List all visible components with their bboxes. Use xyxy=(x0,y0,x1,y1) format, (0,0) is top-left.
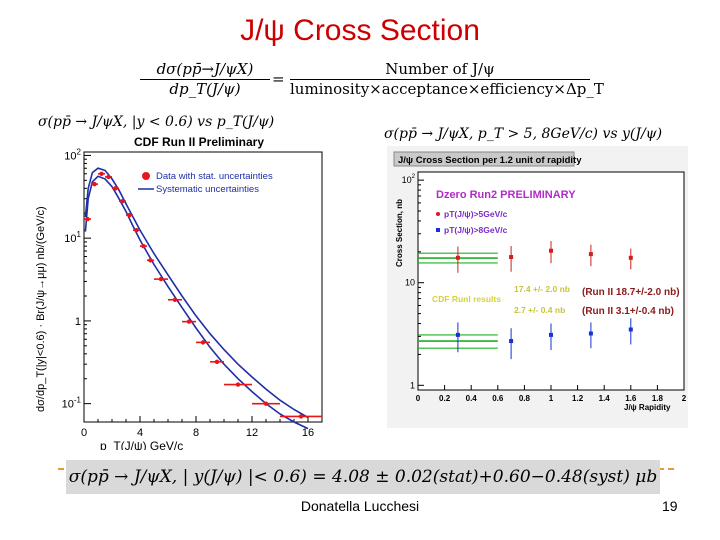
rapidity-point xyxy=(549,332,553,337)
right-x-tick-label: 2 xyxy=(682,394,687,403)
data-point xyxy=(148,258,153,263)
cdf-low-value: 2.7 +/- 0.4 nb xyxy=(514,305,565,315)
right-x-tick-label: 0.6 xyxy=(492,394,504,403)
left-x-tick-label: 16 xyxy=(302,427,314,439)
left-x-tick-label: 8 xyxy=(193,427,199,439)
data-point xyxy=(235,382,241,387)
data-point xyxy=(127,212,132,218)
data-point xyxy=(158,276,164,282)
cdf-runi-label: CDF RunI results xyxy=(432,294,501,304)
data-point xyxy=(200,340,206,345)
right-y-axis-label: Cross Section, nb xyxy=(395,199,404,267)
run2-low-value: (Run II 3.1+/-0.4 nb) xyxy=(582,306,674,317)
left-plot-frame xyxy=(83,151,323,423)
right-x-axis-label: J/ψ Rapidity xyxy=(624,403,671,412)
systematic-band-lower xyxy=(84,175,309,430)
cdf-high-value: 17.4 +/- 2.0 nb xyxy=(514,284,570,294)
right-plot-title: J/ψ Cross Section per 1.2 unit of rapidi… xyxy=(398,155,582,166)
cross-section-formula: dσ(pp̄→J/ψX) dp_T(J/ψ) = Number of J/ψ l… xyxy=(140,60,604,102)
dzero-preliminary-label: Dzero Run2 PRELIMINARY xyxy=(436,189,576,201)
legend-pt8-marker xyxy=(436,228,440,232)
data-point xyxy=(186,319,192,324)
rapidity-point xyxy=(628,255,633,260)
data-point xyxy=(120,198,125,204)
slide-title: J/ψ Cross Section xyxy=(240,14,480,47)
right-x-tick-label: 0.8 xyxy=(519,394,531,403)
formula-rhs-numerator: Number of J/ψ xyxy=(290,60,590,80)
left-x-tick-label: 0 xyxy=(81,427,87,439)
result-formula: σ(pp̄ → J/ψX, | y(J/ψ) |< 0.6) = 4.08 ± … xyxy=(66,460,660,494)
left-y-axis-label: dσ/dp_T(|y|<0.6) · Br(J/ψ→μμ) nb/(GeV/c) xyxy=(35,206,47,412)
left-plot-title: CDF Run II Preliminary xyxy=(134,135,264,149)
left-plot-caption: σ(pp̄ → J/ψX, |y < 0.6) vs p_T(J/ψ) xyxy=(38,114,275,130)
legend-pt5-marker xyxy=(436,212,440,216)
formula-rhs: Number of J/ψ luminosity×acceptance×effi… xyxy=(290,60,604,98)
formula-lhs-denominator: dp_T(J/ψ) xyxy=(169,80,241,98)
data-point xyxy=(85,216,90,222)
left-x-axis-label: p_T(J/ψ) GeV/c xyxy=(100,439,183,450)
left-x-tick-label: 4 xyxy=(137,427,143,439)
systematic-band-upper xyxy=(84,167,309,419)
data-point xyxy=(106,174,111,180)
right-y-tick-label: 1 xyxy=(410,380,415,390)
left-y-tick-label: 102 xyxy=(64,147,81,162)
rapidity-point xyxy=(549,248,553,253)
left-y-tick-label: 1 xyxy=(75,316,81,328)
formula-equals: = xyxy=(272,70,285,88)
dzero-rapidity-chart: J/ψ Cross Section per 1.2 unit of rapidi… xyxy=(393,151,687,412)
left-y-tick-label: 10-1 xyxy=(62,396,82,411)
legend-data-label: Data with stat. uncertainties xyxy=(156,171,273,182)
page-number: 19 xyxy=(662,498,678,514)
data-point xyxy=(92,181,97,187)
formula-rhs-denominator: luminosity×acceptance×efficiency×Δp_T xyxy=(290,80,604,98)
right-x-tick-label: 1.6 xyxy=(625,394,637,403)
formula-lhs: dσ(pp̄→J/ψX) dp_T(J/ψ) xyxy=(140,60,270,98)
data-point xyxy=(298,414,304,419)
right-y-tick-label: 10 xyxy=(405,278,415,288)
rapidity-point xyxy=(509,339,514,344)
data-point xyxy=(263,401,269,406)
legend-pt5-label: pT(J/ψ)>5GeV/c xyxy=(444,209,508,219)
rapidity-point xyxy=(588,331,593,336)
right-y-tick-label: 102 xyxy=(402,174,416,185)
footer-author: Donatella Lucchesi xyxy=(300,498,420,514)
rapidity-point xyxy=(455,255,460,260)
legend-pt8-label: pT(J/ψ)>8GeV/c xyxy=(444,225,508,235)
rapidity-point xyxy=(455,332,460,337)
legend-data-marker xyxy=(142,172,150,180)
data-point xyxy=(214,359,220,365)
cdf-pt-spectrum-chart: CDF Run II Preliminary 0 4 8 12 16 102 101 1 10-1… xyxy=(35,135,323,450)
rapidity-point xyxy=(509,255,514,260)
data-point xyxy=(141,243,146,249)
right-x-tick-label: 0 xyxy=(416,394,421,403)
data-point xyxy=(99,171,104,176)
right-x-tick-label: 0.4 xyxy=(466,394,478,403)
data-point xyxy=(134,227,139,233)
data-point xyxy=(113,186,118,191)
left-y-tick-label: 101 xyxy=(64,230,81,245)
run2-high-value: (Run II 18.7+/-2.0 nb) xyxy=(582,287,680,298)
left-x-tick-label: 12 xyxy=(246,427,258,439)
legend-band-label: Systematic uncertainties xyxy=(156,184,259,195)
formula-lhs-numerator: dσ(pp̄→J/ψX) xyxy=(140,60,270,80)
rapidity-point xyxy=(628,327,633,332)
right-plot-caption: σ(pp̄ → J/ψX, p_T > 5, 8GeV/c) vs y(J/ψ) xyxy=(384,126,663,142)
right-plot-frame xyxy=(417,171,685,391)
data-point xyxy=(172,297,178,302)
right-title-strip xyxy=(393,151,575,167)
right-x-tick-label: 0.2 xyxy=(439,394,451,403)
right-x-tick-label: 1 xyxy=(549,394,554,403)
rapidity-point xyxy=(588,252,593,257)
right-x-tick-label: 1.4 xyxy=(599,394,611,403)
right-x-tick-label: 1.2 xyxy=(572,394,584,403)
right-x-tick-label: 1.8 xyxy=(652,394,664,403)
